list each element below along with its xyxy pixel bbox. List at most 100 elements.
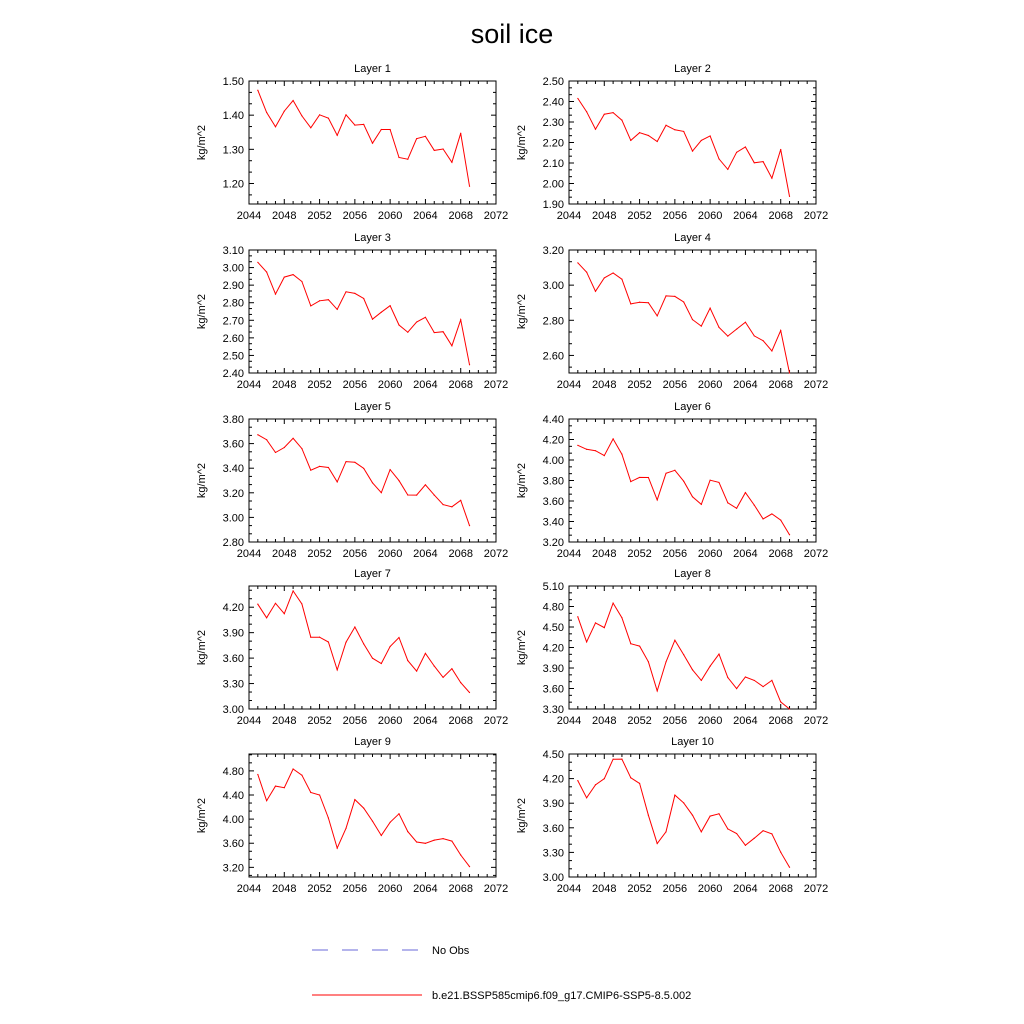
data-point — [656, 315, 658, 317]
x-tick-label: 2048 — [592, 210, 616, 222]
data-point — [318, 465, 321, 467]
y-tick-label: 2.10 — [543, 158, 564, 170]
x-tick-label: 2060 — [378, 883, 402, 895]
data-point — [674, 794, 676, 796]
data-point — [612, 438, 614, 440]
x-tick-label: 2072 — [484, 548, 508, 560]
data-point — [586, 111, 588, 113]
x-tick-label: 2056 — [343, 379, 367, 391]
data-point — [700, 831, 702, 833]
data-point — [310, 305, 312, 307]
data-point — [762, 518, 764, 520]
y-tick-label: 3.60 — [543, 823, 564, 835]
x-tick-label: 2072 — [484, 883, 508, 895]
data-point — [468, 691, 471, 694]
data-point — [709, 135, 711, 137]
data-point — [442, 331, 444, 333]
data-point — [345, 827, 347, 829]
y-tick-label: 5.10 — [543, 581, 564, 593]
data-point — [451, 345, 453, 347]
data-point — [407, 830, 409, 833]
data-point — [691, 814, 694, 816]
data-point — [638, 645, 641, 647]
y-tick-label: 2.60 — [223, 333, 244, 345]
y-tick-label: 4.00 — [223, 814, 244, 826]
data-point — [727, 502, 729, 504]
x-tick-label: 2068 — [768, 548, 792, 560]
y-tick-label: 3.90 — [543, 663, 564, 675]
data-point — [647, 814, 649, 816]
data-point — [266, 800, 268, 802]
data-point — [788, 534, 791, 536]
x-tick-label: 2052 — [307, 883, 331, 895]
data-point — [612, 111, 614, 114]
data-point — [468, 525, 471, 527]
y-axis-label: kg/m^2 — [516, 798, 528, 833]
data-point — [424, 652, 427, 654]
data-point — [336, 669, 338, 671]
x-tick-label: 2048 — [272, 210, 296, 222]
data-point — [577, 616, 579, 618]
x-tick-label: 2060 — [698, 210, 722, 222]
x-tick-label: 2068 — [448, 883, 472, 895]
data-point — [354, 626, 356, 628]
legend-obs-label: No Obs — [432, 945, 470, 957]
x-tick-label: 2064 — [413, 548, 437, 560]
data-point — [301, 774, 303, 776]
data-point — [301, 603, 303, 605]
panel-title: Layer 9 — [354, 736, 391, 748]
data-point — [257, 773, 259, 776]
data-point — [594, 784, 597, 786]
x-tick-label: 2044 — [557, 379, 581, 391]
y-tick-label: 3.20 — [223, 862, 244, 874]
x-tick-label: 2064 — [413, 715, 437, 727]
data-point — [691, 496, 694, 498]
y-tick-label: 4.40 — [543, 414, 564, 426]
data-point — [586, 271, 588, 273]
data-point — [718, 326, 720, 328]
x-tick-label: 2052 — [627, 379, 651, 391]
data-point — [638, 301, 641, 303]
data-point — [371, 482, 374, 484]
data-point — [736, 328, 738, 330]
data-point — [283, 110, 285, 112]
data-point — [398, 324, 400, 326]
data-point — [780, 519, 782, 521]
data-point — [345, 114, 347, 116]
data-point — [416, 494, 418, 496]
data-point — [727, 828, 729, 830]
x-tick-label: 2048 — [592, 548, 616, 560]
data-point — [407, 659, 409, 662]
data-point — [327, 817, 329, 819]
data-point — [638, 132, 641, 134]
panel-title: Layer 5 — [354, 401, 391, 413]
x-tick-label: 2044 — [557, 715, 581, 727]
data-point — [753, 335, 755, 337]
data-point — [460, 854, 462, 856]
data-point — [612, 602, 614, 604]
data-point — [780, 148, 782, 151]
data-point — [630, 481, 632, 483]
data-point — [398, 156, 400, 159]
data-point — [603, 454, 605, 457]
data-point — [380, 492, 382, 494]
x-tick-label: 2072 — [804, 715, 828, 727]
plot-frame — [568, 80, 817, 205]
panel-title: Layer 7 — [354, 568, 391, 580]
y-tick-label: 3.60 — [543, 684, 564, 696]
data-point — [442, 504, 444, 506]
x-tick-label: 2048 — [592, 715, 616, 727]
panel-grid: Layer 1 2044 2048 2052 2056 2060 2064 2068 2072 1… — [196, 63, 828, 895]
series-line-model — [577, 98, 790, 197]
y-axis-label: kg/m^2 — [196, 630, 208, 665]
data-point — [586, 448, 588, 450]
series-line-model — [257, 768, 470, 867]
data-point — [683, 130, 685, 133]
y-axis-label: kg/m^2 — [516, 294, 528, 329]
data-point — [424, 484, 427, 486]
data-point — [292, 437, 294, 439]
data-point — [709, 307, 711, 309]
data-point — [327, 117, 329, 119]
y-tick-label: 1.50 — [223, 76, 244, 88]
y-tick-label: 4.20 — [543, 774, 564, 786]
